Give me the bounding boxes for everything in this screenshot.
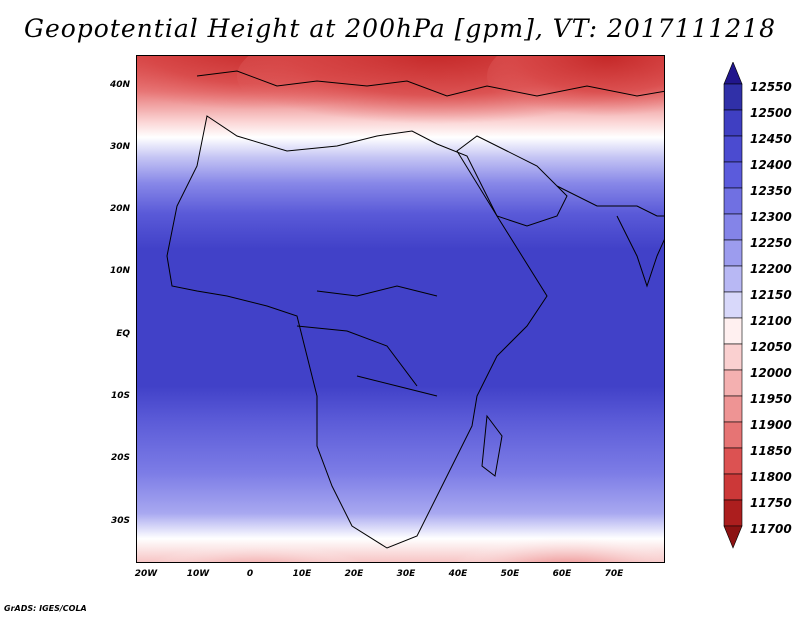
colorbar-segment — [723, 109, 743, 137]
colorbar-segment — [723, 447, 743, 475]
lat-label-20s: 20S — [110, 453, 130, 463]
colorbar-segment — [723, 83, 743, 111]
lon-label-20e: 20E — [344, 569, 364, 579]
colorbar-segment — [723, 161, 743, 189]
geopotential-field-map — [137, 56, 664, 562]
colorbar-segment — [723, 317, 743, 345]
colorbar-segment — [723, 135, 743, 163]
lon-label-70e: 70E — [604, 569, 624, 579]
colorbar-label-12050: 12050 — [750, 340, 792, 354]
colorbar — [723, 62, 743, 549]
lon-label-10e: 10E — [292, 569, 312, 579]
colorbar-segment — [723, 369, 743, 397]
colorbar-label-11750: 11750 — [750, 496, 792, 510]
lat-label-30n: 30N — [109, 142, 130, 152]
lat-label-30s: 30S — [110, 516, 130, 526]
colorbar-label-11900: 11900 — [750, 418, 792, 432]
colorbar-label-11950: 11950 — [750, 392, 792, 406]
colorbar-segment — [723, 473, 743, 501]
colorbar-segment — [723, 239, 743, 267]
lon-label-20w: 20W — [134, 569, 158, 579]
lat-label-10s: 10S — [110, 391, 130, 401]
colorbar-segment — [723, 343, 743, 371]
colorbar-label-12550: 12550 — [750, 80, 792, 94]
colorbar-segment — [723, 187, 743, 215]
colorbar-segment — [723, 291, 743, 319]
lon-label-30e: 30E — [396, 569, 416, 579]
colorbar-label-11800: 11800 — [750, 470, 792, 484]
colorbar-label-12300: 12300 — [750, 210, 792, 224]
colorbar-label-12450: 12450 — [750, 132, 792, 146]
colorbar-label-12250: 12250 — [750, 236, 792, 250]
colorbar-label-12100: 12100 — [750, 314, 792, 328]
lat-label-eq: EQ — [116, 329, 130, 339]
colorbar-label-11850: 11850 — [750, 444, 792, 458]
colorbar-segment — [723, 213, 743, 241]
lon-label-40e: 40E — [448, 569, 468, 579]
software-credit: GrADS: IGES/COLA — [4, 604, 87, 613]
colorbar-label-12200: 12200 — [750, 262, 792, 276]
lat-label-10n: 10N — [109, 266, 130, 276]
colorbar-arrow-top — [723, 62, 743, 85]
colorbar-arrow-bottom — [723, 525, 743, 549]
lon-label-10w: 10W — [186, 569, 210, 579]
map-plot-area — [136, 55, 665, 563]
colorbar-label-12000: 12000 — [750, 366, 792, 380]
colorbar-label-11700: 11700 — [750, 522, 792, 536]
colorbar-label-12150: 12150 — [750, 288, 792, 302]
lon-label-50e: 50E — [500, 569, 520, 579]
colorbar-label-12350: 12350 — [750, 184, 792, 198]
colorbar-segment — [723, 499, 743, 527]
colorbar-segment — [723, 421, 743, 449]
colorbar-segment — [723, 395, 743, 423]
lat-label-40n: 40N — [109, 80, 130, 90]
lon-label-60e: 60E — [552, 569, 572, 579]
lat-label-20n: 20N — [109, 204, 130, 214]
colorbar-segment — [723, 265, 743, 293]
lon-label-0: 0 — [246, 569, 254, 579]
colorbar-label-12500: 12500 — [750, 106, 792, 120]
map-title: Geopotential Height at 200hPa [gpm], VT:… — [23, 14, 777, 43]
colorbar-label-12400: 12400 — [750, 158, 792, 172]
